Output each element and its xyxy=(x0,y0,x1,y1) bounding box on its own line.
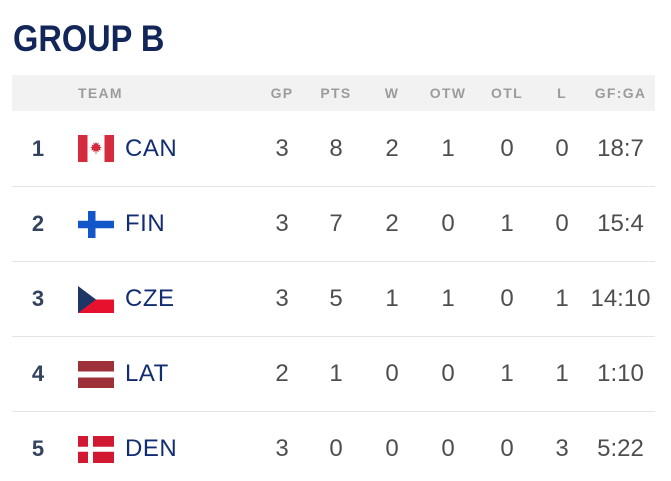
gp-value: 3 xyxy=(275,285,289,312)
team-code[interactable]: CAN xyxy=(125,134,178,162)
otw-column-header: OTW xyxy=(429,85,467,101)
l-value: 0 xyxy=(555,210,569,237)
finland-flag-icon xyxy=(78,210,114,238)
gfga-value: 14:10 xyxy=(590,285,651,312)
pts-column-header: PTS xyxy=(320,85,352,101)
w-value: 2 xyxy=(385,134,399,162)
gfga-value: 18:7 xyxy=(597,134,644,162)
table-row[interactable]: 2 FIN 3 7 2 0 1 0 15:4 xyxy=(12,186,655,261)
gfga-column-header: GF:GA xyxy=(594,85,647,101)
table-header: TEAM GP PTS W OTW OTL L GF:GA xyxy=(12,75,655,111)
gp-column-header: GP xyxy=(270,85,294,101)
group-standings-panel: GROUP B TEAM GP PTS W OTW OTL L GF:GA 1 … xyxy=(12,20,655,481)
otw-value: 1 xyxy=(441,285,455,312)
team-code[interactable]: DEN xyxy=(125,435,178,462)
canada-flag-icon xyxy=(78,135,114,162)
w-value: 1 xyxy=(385,285,399,312)
pts-value: 0 xyxy=(329,435,343,462)
team-code[interactable]: FIN xyxy=(125,210,166,237)
team-code[interactable]: CZE xyxy=(125,285,175,312)
l-value: 3 xyxy=(555,435,569,462)
otl-value: 0 xyxy=(500,435,514,462)
rank-value: 4 xyxy=(31,361,45,386)
l-value: 1 xyxy=(555,285,569,312)
otl-value: 1 xyxy=(500,210,514,237)
otw-value: 0 xyxy=(441,435,455,462)
pts-value: 1 xyxy=(329,360,343,387)
team-column-header: TEAM xyxy=(78,85,123,101)
l-value: 0 xyxy=(555,134,569,162)
pts-value: 5 xyxy=(329,285,343,312)
otw-value: 0 xyxy=(441,210,455,237)
l-value: 1 xyxy=(555,360,569,387)
team-code[interactable]: LAT xyxy=(125,360,169,387)
table-row[interactable]: 5 DEN 3 0 0 0 0 3 5:22 xyxy=(12,411,655,481)
czechia-flag-icon xyxy=(78,285,114,313)
otl-value: 0 xyxy=(500,134,514,162)
otl-value: 0 xyxy=(500,285,514,312)
otl-value: 1 xyxy=(500,360,514,387)
latvia-flag-icon xyxy=(78,360,114,388)
otw-value: 1 xyxy=(441,134,455,162)
table-row[interactable]: 1 CAN 3 8 2 1 0 0 18:7 xyxy=(12,111,655,186)
page-title: GROUP B xyxy=(13,18,165,59)
w-value: 2 xyxy=(385,210,399,237)
gp-value: 3 xyxy=(275,210,289,237)
rank-value: 3 xyxy=(31,286,45,311)
table-row[interactable]: 3 CZE 3 5 1 1 0 1 14:10 xyxy=(12,261,655,336)
rank-value: 2 xyxy=(31,211,45,236)
w-value: 0 xyxy=(385,435,399,462)
gp-value: 3 xyxy=(275,134,289,162)
table-row[interactable]: 4 LAT 2 1 0 0 1 1 1:10 xyxy=(12,336,655,411)
gfga-value: 1:10 xyxy=(597,360,644,387)
gfga-value: 5:22 xyxy=(597,435,644,462)
otw-value: 0 xyxy=(441,360,455,387)
rank-value: 1 xyxy=(31,135,45,161)
gfga-value: 15:4 xyxy=(597,210,644,237)
w-value: 0 xyxy=(385,360,399,387)
w-column-header: W xyxy=(384,85,400,101)
gp-value: 3 xyxy=(275,435,289,462)
rank-value: 5 xyxy=(31,436,45,461)
l-column-header: L xyxy=(557,85,567,101)
gp-value: 2 xyxy=(275,360,289,387)
pts-value: 7 xyxy=(329,210,343,237)
pts-value: 8 xyxy=(329,134,343,162)
denmark-flag-icon xyxy=(78,435,114,463)
otl-column-header: OTL xyxy=(491,85,523,101)
